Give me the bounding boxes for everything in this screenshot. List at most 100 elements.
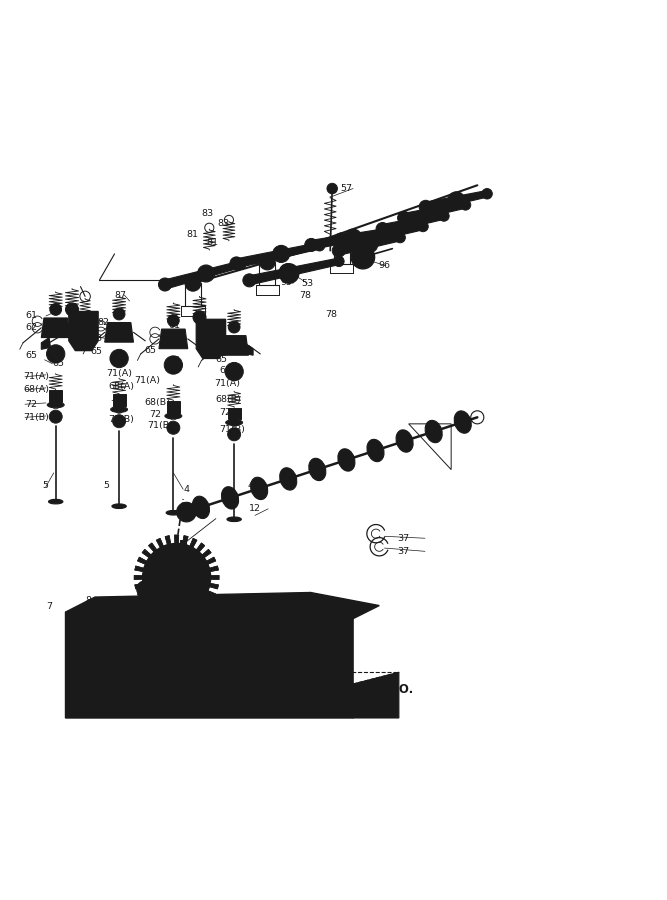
Polygon shape <box>209 566 219 572</box>
Text: 37: 37 <box>398 547 410 556</box>
Ellipse shape <box>367 439 384 462</box>
Circle shape <box>227 428 241 441</box>
Circle shape <box>110 349 128 367</box>
Polygon shape <box>244 344 253 356</box>
Text: 61: 61 <box>169 321 181 330</box>
Polygon shape <box>137 557 147 564</box>
Bar <box>49 390 62 401</box>
Circle shape <box>260 684 276 699</box>
Polygon shape <box>175 611 179 620</box>
Circle shape <box>439 211 449 221</box>
Circle shape <box>334 233 350 248</box>
Bar <box>167 401 180 413</box>
Ellipse shape <box>111 407 127 412</box>
Polygon shape <box>382 212 445 233</box>
Text: 65: 65 <box>144 346 156 356</box>
Ellipse shape <box>166 510 181 515</box>
Circle shape <box>460 200 471 210</box>
Circle shape <box>49 410 62 423</box>
Text: 53: 53 <box>301 279 313 288</box>
Bar <box>113 394 125 406</box>
Polygon shape <box>137 590 147 598</box>
Bar <box>227 408 241 419</box>
Text: 63: 63 <box>216 344 228 353</box>
Text: 9: 9 <box>182 550 188 559</box>
Circle shape <box>155 684 171 699</box>
Circle shape <box>327 184 338 194</box>
Polygon shape <box>425 191 488 211</box>
Text: 96: 96 <box>378 261 390 270</box>
Circle shape <box>351 246 375 269</box>
Circle shape <box>158 559 195 596</box>
Circle shape <box>215 684 230 699</box>
Text: 71(A): 71(A) <box>23 373 49 382</box>
Circle shape <box>197 265 215 282</box>
Polygon shape <box>135 566 144 572</box>
Polygon shape <box>142 549 151 558</box>
Polygon shape <box>281 672 399 718</box>
Text: 72: 72 <box>110 400 122 409</box>
Text: 4: 4 <box>183 485 189 494</box>
Circle shape <box>305 238 317 251</box>
Text: 87: 87 <box>115 291 127 300</box>
Text: 68(A): 68(A) <box>108 382 134 392</box>
Text: 82: 82 <box>97 318 109 327</box>
Ellipse shape <box>425 420 442 443</box>
Polygon shape <box>142 598 151 606</box>
Ellipse shape <box>47 402 64 408</box>
Polygon shape <box>149 543 157 552</box>
Text: 61: 61 <box>25 311 37 320</box>
Circle shape <box>243 274 256 287</box>
Polygon shape <box>403 202 466 222</box>
Circle shape <box>405 214 422 231</box>
Polygon shape <box>41 338 51 349</box>
Circle shape <box>193 310 206 324</box>
Text: 81: 81 <box>206 238 218 248</box>
Circle shape <box>77 654 129 706</box>
Circle shape <box>448 192 465 209</box>
Text: 78: 78 <box>299 291 311 300</box>
Polygon shape <box>248 258 340 284</box>
Text: 65: 65 <box>53 359 65 368</box>
Circle shape <box>167 315 179 327</box>
Circle shape <box>159 278 171 291</box>
Polygon shape <box>197 603 205 612</box>
Polygon shape <box>196 320 225 358</box>
Circle shape <box>87 663 120 697</box>
Polygon shape <box>202 598 211 606</box>
Text: 78: 78 <box>325 310 338 320</box>
Text: 63: 63 <box>90 335 103 344</box>
Circle shape <box>426 202 444 220</box>
Text: 65: 65 <box>169 356 181 364</box>
Text: 68(B): 68(B) <box>144 399 170 408</box>
Circle shape <box>482 188 492 199</box>
Circle shape <box>273 246 289 263</box>
Ellipse shape <box>221 487 239 509</box>
Text: 71(B): 71(B) <box>147 421 173 430</box>
Polygon shape <box>69 311 98 351</box>
Text: 65: 65 <box>25 351 37 360</box>
Text: 72: 72 <box>25 400 37 409</box>
Circle shape <box>345 230 362 246</box>
Circle shape <box>398 212 411 224</box>
Text: 72: 72 <box>219 409 231 418</box>
Circle shape <box>185 275 201 292</box>
Circle shape <box>160 632 199 670</box>
Text: 37: 37 <box>398 534 410 543</box>
Text: SEE FIG NO.
   0-11: SEE FIG NO. 0-11 <box>334 683 413 711</box>
Circle shape <box>137 580 153 598</box>
Circle shape <box>65 303 79 316</box>
Polygon shape <box>183 536 188 544</box>
Text: 8: 8 <box>85 596 91 605</box>
Text: 7: 7 <box>46 602 52 611</box>
Circle shape <box>279 264 296 281</box>
Polygon shape <box>65 607 353 718</box>
Polygon shape <box>156 608 163 616</box>
Circle shape <box>395 232 406 243</box>
Ellipse shape <box>396 430 413 452</box>
Circle shape <box>332 244 346 257</box>
Circle shape <box>117 609 129 621</box>
Text: 71(A): 71(A) <box>106 369 132 378</box>
Text: 65: 65 <box>216 356 228 364</box>
Circle shape <box>361 236 378 253</box>
